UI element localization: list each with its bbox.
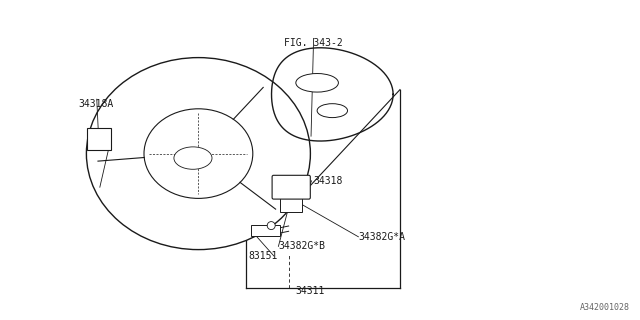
Circle shape [268, 221, 275, 230]
Bar [87, 128, 111, 150]
Text: FIG. 343-2: FIG. 343-2 [284, 38, 343, 48]
Text: 34382G*B: 34382G*B [278, 241, 325, 252]
Text: 34311: 34311 [296, 286, 325, 296]
Text: 34382G*A: 34382G*A [358, 232, 405, 242]
Text: 83151: 83151 [248, 251, 278, 261]
Ellipse shape [296, 74, 339, 92]
Polygon shape [271, 48, 393, 141]
Text: 34318: 34318 [314, 176, 343, 186]
Bar [280, 198, 302, 212]
Ellipse shape [174, 147, 212, 169]
Bar [251, 225, 280, 236]
Ellipse shape [86, 58, 310, 250]
FancyBboxPatch shape [272, 175, 310, 199]
Text: A342001028: A342001028 [580, 303, 630, 312]
Ellipse shape [317, 104, 348, 117]
Text: 34318A: 34318A [78, 99, 114, 109]
Ellipse shape [144, 109, 253, 198]
